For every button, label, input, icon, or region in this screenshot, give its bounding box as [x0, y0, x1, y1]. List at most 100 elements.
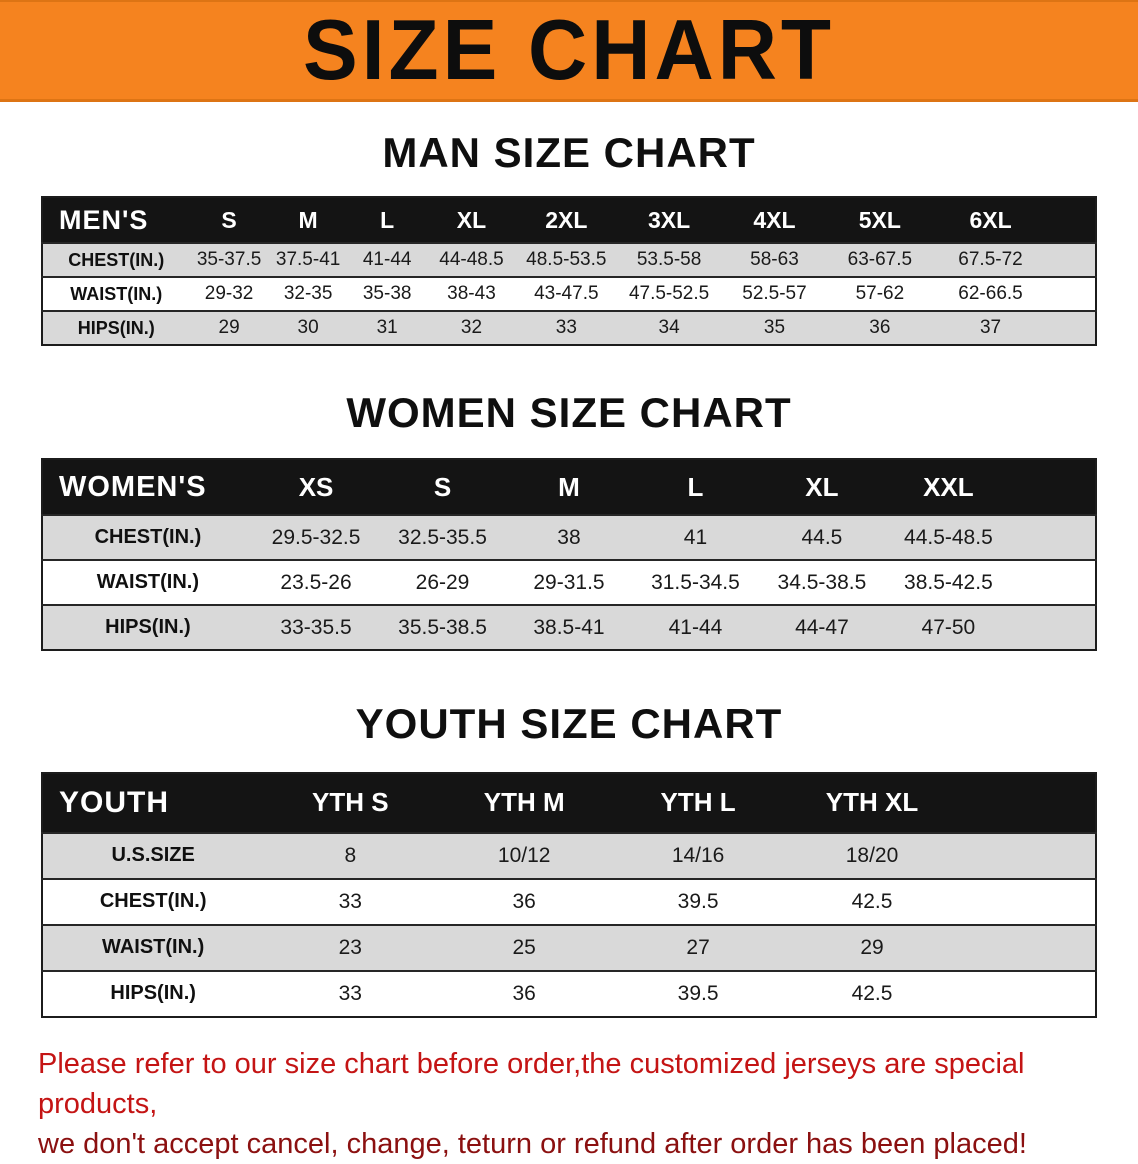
size-value-cell: 53.5-58: [616, 243, 722, 278]
spacer-cell: [1011, 459, 1096, 516]
table-row: HIPS(IN.) 29 30 31 32 33 34 35 36 37: [42, 311, 1096, 346]
row-label: CHEST(IN.): [42, 243, 190, 278]
size-value-cell: 36: [512, 889, 536, 913]
spacer-cell: [958, 924, 1096, 971]
size-value-cell: 67.5-72: [932, 243, 1049, 278]
table-row: WAIST(IN.) 23 25 27 29: [42, 924, 1096, 971]
size-value-cell: 41-44: [347, 243, 427, 278]
size-value-cell: 23.5-26: [280, 570, 352, 594]
size-value-cell: 30: [268, 311, 348, 346]
size-value-cell: 39.5: [677, 889, 719, 913]
size-value-cell: 33: [338, 981, 362, 1005]
size-value-cell: 35-37.5: [189, 243, 269, 278]
size-value-cell: 29.5-32.5: [252, 515, 380, 561]
youth-header-row: YOUTH YTH S YTH M YTH L YTH XL: [42, 772, 1096, 833]
size-value-cell: 48.5-53.5: [516, 243, 617, 278]
size-column-header: 3XL: [616, 197, 722, 244]
men-header-row: MEN'S S M L XL 2XL 3XL 4XL 5XL 6XL: [42, 197, 1096, 244]
spacer-cell: [1012, 560, 1096, 605]
size-value-cell: 62-66.5: [958, 283, 1023, 305]
row-label: CHEST(IN.): [42, 515, 253, 561]
size-value-cell: 14/16: [611, 832, 786, 879]
women-corner-label: WOMEN'S: [42, 459, 253, 516]
size-value-cell: 42.5: [851, 889, 893, 913]
spacer-cell: [1048, 311, 1096, 346]
size-column-header: L: [347, 197, 427, 244]
spacer-cell: [959, 971, 1096, 1017]
row-label: U.S.SIZE: [42, 832, 264, 879]
note-line-1: Please refer to our size chart before or…: [38, 1047, 1025, 1120]
spacer-cell: [958, 832, 1096, 879]
size-value-cell: 37: [932, 311, 1049, 346]
size-value-cell: 32-35: [283, 283, 333, 305]
size-value-cell: 29-32: [204, 283, 254, 305]
size-value-cell: 34: [616, 311, 722, 346]
table-row: CHEST(IN.) 35-37.5 37.5-41 41-44 44-48.5 48.5…: [42, 243, 1096, 278]
size-value-cell: 36: [512, 981, 536, 1005]
size-value-cell: 35: [721, 311, 828, 346]
size-value-cell: 38-43: [447, 283, 496, 305]
size-column-header: YTH M: [437, 772, 612, 833]
size-value-cell: 8: [263, 832, 438, 879]
size-column-header: S: [189, 197, 269, 244]
size-column-header: S: [379, 459, 506, 516]
size-value-cell: 47.5-52.5: [628, 283, 710, 305]
size-value-cell: 31: [347, 311, 427, 346]
size-column-header: 5XL: [827, 197, 933, 244]
youth-corner-label: YOUTH: [42, 772, 264, 833]
size-column-header: XS: [252, 459, 380, 516]
size-value-cell: 44-48.5: [426, 243, 517, 278]
men-size-table: MEN'S S M L XL 2XL 3XL 4XL 5XL 6XL CHEST(IN.) 35-…: [41, 196, 1097, 347]
size-column-header: YTH S: [263, 772, 438, 833]
size-column-header: YTH XL: [785, 772, 959, 833]
size-value-cell: 44.5-48.5: [885, 515, 1012, 561]
size-value-cell: 58-63: [721, 243, 828, 278]
row-label: CHEST(IN.): [99, 890, 207, 913]
youth-section-heading: YOUTH SIZE CHART: [355, 700, 783, 748]
size-value-cell: 29-31.5: [533, 570, 605, 594]
size-value-cell: 25: [437, 924, 612, 971]
row-label: HIPS(IN.): [110, 982, 196, 1005]
women-size-table: WOMEN'S XS S M L XL XXL CHEST(IN.) 29.5-32.5 32…: [41, 458, 1097, 652]
size-value-cell: 29: [189, 311, 269, 346]
spacer-cell: [959, 879, 1096, 925]
size-value-cell: 41-44: [632, 605, 759, 651]
table-row: HIPS(IN.) 33 36 39.5 42.5: [42, 970, 1096, 1017]
size-column-header: 4XL: [721, 197, 828, 244]
size-column-header: 2XL: [516, 197, 617, 244]
size-value-cell: 37.5-41: [268, 243, 348, 278]
size-value-cell: 23: [263, 924, 438, 971]
women-header-row: WOMEN'S XS S M L XL XXL: [42, 459, 1096, 516]
size-value-cell: 33-35.5: [252, 605, 380, 651]
size-value-cell: 38: [505, 515, 633, 561]
spacer-cell: [1048, 243, 1096, 278]
spacer-cell: [1049, 277, 1097, 311]
row-label: WAIST(IN.): [70, 283, 163, 304]
size-column-header: XL: [426, 197, 517, 244]
table-row: WAIST(IN.) 23.5-26 26-29 29-31.5 31.5-34.5 34…: [42, 560, 1096, 605]
size-value-cell: 31.5-34.5: [651, 570, 740, 594]
size-value-cell: 57-62: [855, 283, 905, 305]
size-value-cell: 32: [426, 311, 517, 346]
size-column-header: M: [505, 459, 633, 516]
size-value-cell: 38.5-42.5: [904, 570, 993, 594]
row-label: HIPS(IN.): [42, 311, 190, 346]
size-value-cell: 32.5-35.5: [379, 515, 506, 561]
size-value-cell: 42.5: [851, 981, 893, 1005]
table-row: CHEST(IN.) 33 36 39.5 42.5: [42, 878, 1096, 925]
table-row: CHEST(IN.) 29.5-32.5 32.5-35.5 38 41 44.5 44.5…: [42, 515, 1096, 561]
size-column-header: 6XL: [932, 197, 1049, 244]
spacer-cell: [1011, 605, 1096, 651]
order-policy-note: Please refer to our size chart before or…: [0, 1044, 1138, 1164]
size-value-cell: 34.5-38.5: [777, 570, 867, 594]
size-value-cell: 63-67.5: [827, 243, 933, 278]
size-value-cell: 39.5: [677, 981, 719, 1005]
size-value-cell: 41: [632, 515, 759, 561]
size-column-header: YTH L: [611, 772, 786, 833]
table-row: U.S.SIZE 8 10/12 14/16 18/20: [42, 832, 1096, 879]
row-label: WAIST(IN.): [42, 924, 264, 971]
size-value-cell: 38.5-41: [505, 605, 633, 651]
size-value-cell: 36: [827, 311, 933, 346]
size-value-cell: 26-29: [415, 570, 470, 594]
